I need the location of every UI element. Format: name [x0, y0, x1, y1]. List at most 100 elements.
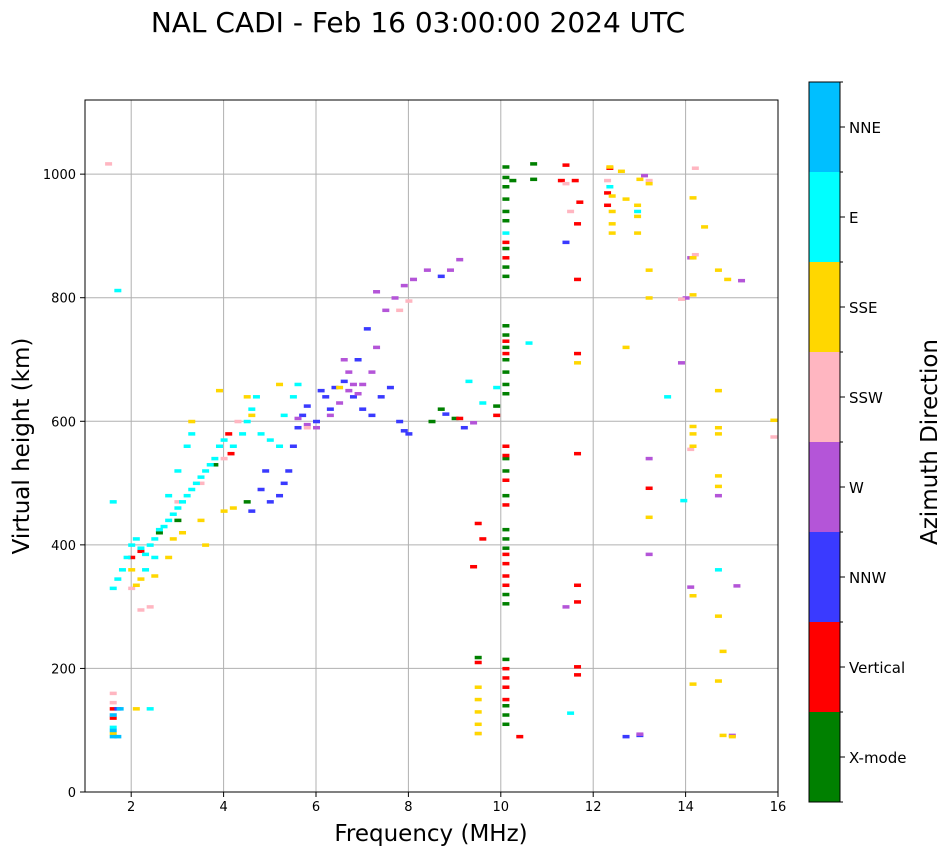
- y-tick-label: 400: [51, 539, 76, 554]
- data-point-ssw: [691, 252, 699, 257]
- data-point-sse: [689, 293, 697, 297]
- data-point-nnw: [285, 469, 293, 473]
- data-point-nnw: [326, 407, 334, 411]
- data-point-e: [114, 288, 122, 293]
- data-point-vertical: [109, 707, 117, 711]
- data-point-ssw: [109, 700, 117, 705]
- data-point-e: [479, 401, 487, 405]
- data-point-nnw: [280, 481, 288, 486]
- data-point-vertical: [562, 163, 570, 167]
- data-point-vertical: [604, 203, 612, 208]
- data-point-sse: [474, 722, 482, 727]
- data-point-x-mode: [451, 416, 459, 421]
- data-point-x-mode: [502, 333, 510, 337]
- data-point-e: [257, 432, 265, 436]
- data-point-nnw: [331, 385, 339, 390]
- data-point-sse: [276, 382, 284, 387]
- data-point-vertical: [557, 178, 565, 183]
- data-point-vertical: [516, 734, 524, 739]
- data-point-sse: [724, 277, 732, 282]
- data-point-nnw: [377, 395, 385, 399]
- data-point-e: [155, 527, 163, 532]
- data-point-e: [714, 568, 722, 572]
- data-point-e: [502, 231, 510, 235]
- data-point-x-mode: [502, 546, 510, 550]
- data-point-w: [345, 388, 353, 393]
- data-point-nnw: [317, 388, 325, 393]
- data-point-e: [169, 512, 177, 516]
- data-point-w: [336, 401, 344, 405]
- data-point-e: [211, 456, 219, 461]
- data-point-w: [313, 425, 320, 430]
- data-point-e: [280, 413, 288, 418]
- data-point-sse: [474, 731, 482, 736]
- data-point-e: [165, 493, 173, 498]
- data-point-ssw: [137, 608, 145, 612]
- colorbar-segment: [809, 262, 840, 352]
- colorbar-segment: [809, 82, 840, 172]
- data-point-w: [354, 391, 362, 396]
- data-point-vertical: [574, 665, 582, 669]
- data-point-x-mode: [502, 592, 510, 597]
- data-point-w: [641, 173, 649, 178]
- data-point-vertical: [502, 478, 510, 482]
- data-point-vertical: [227, 451, 235, 456]
- data-point-vertical: [502, 444, 510, 448]
- data-point-x-mode: [243, 500, 251, 504]
- data-point-nnw: [405, 432, 413, 436]
- data-point-sse: [645, 268, 653, 272]
- data-point-x-mode: [502, 265, 510, 269]
- data-point-sse: [714, 268, 722, 272]
- colorbar-segment: [809, 532, 840, 622]
- grid-lines: [85, 100, 779, 793]
- data-point-sse: [714, 425, 722, 430]
- data-point-x-mode: [502, 704, 510, 708]
- data-point-nnw: [400, 429, 408, 433]
- data-point-w: [738, 278, 746, 283]
- data-point-e: [289, 395, 297, 399]
- data-point-e: [137, 546, 145, 550]
- data-point-sse: [474, 697, 482, 702]
- data-point-e: [229, 444, 237, 448]
- data-point-vertical: [502, 666, 510, 671]
- data-point-ssw: [562, 181, 570, 186]
- data-point-vertical: [128, 555, 136, 560]
- data-point-x-mode: [502, 370, 510, 374]
- y-tick-label: 1000: [43, 168, 76, 183]
- data-point-sse: [132, 583, 140, 588]
- data-point-nnw: [313, 419, 320, 424]
- data-point-sse: [714, 679, 722, 683]
- data-point-ssw: [220, 456, 228, 461]
- data-point-ssw: [146, 605, 154, 609]
- data-point-e: [128, 543, 136, 547]
- data-point-w: [733, 584, 741, 588]
- data-point-w: [682, 296, 690, 300]
- data-point-x-mode: [502, 345, 510, 350]
- colorbar-segment: [809, 712, 840, 802]
- data-point-sse: [622, 197, 630, 201]
- data-point-e: [248, 407, 256, 411]
- data-point-e: [243, 419, 251, 424]
- data-point-x-mode: [493, 404, 501, 408]
- data-point-sse: [719, 733, 727, 738]
- y-tick-label: 800: [51, 292, 76, 307]
- data-point-e: [146, 707, 154, 711]
- colorbar-frame: [808, 81, 841, 803]
- data-point-sse: [336, 385, 344, 390]
- colorbar-segment: [809, 172, 840, 262]
- data-point-x-mode: [530, 177, 538, 182]
- data-point-x-mode: [502, 218, 510, 223]
- data-point-vertical: [502, 453, 510, 458]
- data-point-e: [294, 382, 302, 387]
- data-point-w: [359, 382, 367, 387]
- data-point-nnw: [322, 395, 330, 399]
- data-point-e: [664, 395, 672, 399]
- data-point-x-mode: [502, 527, 510, 532]
- data-point-x-mode: [211, 463, 219, 467]
- data-point-sse: [770, 418, 778, 423]
- data-point-sse: [634, 203, 642, 208]
- data-point-nnw: [276, 493, 284, 498]
- colorbar-tick-label: W: [849, 479, 864, 497]
- data-point-nnw: [460, 425, 468, 430]
- data-point-x-mode: [502, 185, 510, 189]
